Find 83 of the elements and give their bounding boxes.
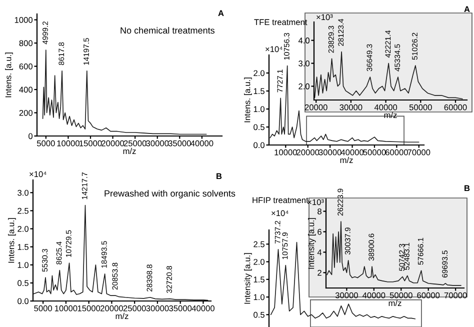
x-tick-label: 35000 bbox=[168, 140, 191, 146]
y-tick-label: 1.5 bbox=[254, 276, 264, 282]
y-tick-label: 0.5 bbox=[254, 312, 264, 318]
y-tick-label: 0.5 bbox=[18, 280, 28, 286]
x-tick-label: 35000 bbox=[169, 305, 192, 312]
y-tick-label: 4 bbox=[317, 249, 322, 256]
text: ×10³ bbox=[308, 199, 324, 206]
x-tick-label: 10000 bbox=[274, 149, 297, 156]
text: ×10⁴ bbox=[272, 210, 288, 216]
y-tick-label: 2.5 bbox=[254, 241, 264, 248]
y-tick-label: 0.5 bbox=[254, 124, 264, 130]
x-tick-label: 15000 bbox=[78, 305, 100, 312]
text: Prewashed with organic solvents bbox=[104, 190, 236, 198]
x-tick-label: 50000 bbox=[363, 149, 386, 156]
x-tick-label: 60000 bbox=[444, 104, 467, 110]
x-tick-label: 30000 bbox=[318, 149, 342, 156]
y-tick-label: 1.0 bbox=[254, 106, 265, 112]
y-tick-label: 0 bbox=[28, 133, 33, 140]
y-tick-label: 1.0 bbox=[18, 262, 29, 268]
y-tick-label: 400 bbox=[19, 86, 33, 93]
annotation: A bbox=[218, 10, 224, 16]
y-tick-label: 3.0 bbox=[18, 190, 29, 196]
x-axis-title: m/z bbox=[123, 148, 136, 154]
x-tick-label: 5000 bbox=[36, 140, 55, 146]
x-tick-label: 30000 bbox=[335, 292, 358, 298]
y-tick-label: 8 bbox=[318, 208, 322, 214]
text: ×10⁴ bbox=[266, 46, 282, 52]
x-tick-label: 40000 bbox=[340, 149, 364, 156]
y-tick-label: 0.0 bbox=[18, 298, 29, 304]
line-series bbox=[33, 204, 208, 301]
x-tick-label: 30000 bbox=[146, 140, 169, 146]
y-axis-title: Intensity [a.u.] bbox=[244, 253, 252, 304]
x-tick-label: 20000 bbox=[304, 104, 328, 110]
x-tick-label: 10000 bbox=[57, 140, 80, 146]
y-tick-label: 2.0 bbox=[254, 258, 265, 265]
y-axis-title: Intens. [a.u.] bbox=[8, 218, 16, 263]
text: No chemical treatments bbox=[120, 27, 214, 34]
y-tick-label: 2 bbox=[318, 270, 322, 276]
x-tick-label: 70000 bbox=[408, 149, 430, 156]
x-tick-label: 15000 bbox=[80, 140, 102, 146]
y-tick-label: 600 bbox=[19, 63, 33, 70]
x-tick-label: 40000 bbox=[190, 140, 214, 146]
y-tick-label: 2.0 bbox=[254, 70, 265, 76]
y-axis-title: Intens. [a.u.] bbox=[244, 78, 252, 122]
chart-title: HFIP treatment bbox=[252, 197, 308, 204]
text: ×10⁴ bbox=[30, 171, 46, 178]
y-tick-label: 800 bbox=[19, 40, 33, 46]
y-axis-title: Intensity [a.u.] bbox=[308, 218, 316, 269]
x-axis-title: m/z bbox=[388, 300, 402, 306]
y-tick-label: 1.5 bbox=[254, 88, 264, 94]
text: B bbox=[464, 185, 470, 192]
x-tick-label: 25000 bbox=[124, 140, 146, 146]
y-tick-label: 2.0 bbox=[18, 226, 29, 232]
x-tick-label: 20000 bbox=[100, 305, 123, 312]
x-tick-label: 20000 bbox=[296, 149, 320, 156]
x-tick-label: 25000 bbox=[123, 305, 146, 312]
x-tick-label: 70000 bbox=[444, 292, 467, 298]
y-tick-label: 1000 bbox=[14, 17, 33, 23]
y-axis-title: Intens. [a.u.] bbox=[5, 52, 13, 98]
x-tick-label: 40000 bbox=[374, 104, 398, 110]
x-tick-label: 50000 bbox=[390, 292, 412, 298]
y-tick-label: 6 bbox=[318, 228, 322, 235]
text: ×10³ bbox=[316, 14, 333, 20]
y-tick-label: 1.5 bbox=[18, 244, 28, 250]
x-tick-label: 30000 bbox=[340, 104, 362, 110]
y-tick-label: 200 bbox=[19, 110, 33, 116]
y-tick-label: 0.0 bbox=[254, 142, 265, 148]
x-tick-label: 40000 bbox=[362, 292, 386, 298]
x-tick-label: 60000 bbox=[386, 149, 408, 156]
text: A bbox=[464, 6, 470, 12]
x-axis-title: m/z bbox=[116, 312, 128, 320]
x-tick-label: 10000 bbox=[54, 305, 78, 312]
x-axis-title: m/z bbox=[340, 156, 353, 164]
x-tick-label: 50000 bbox=[409, 104, 432, 110]
x-tick-label: 60000 bbox=[417, 292, 440, 298]
x-tick-label: 30000 bbox=[146, 305, 169, 312]
x-tick-label: 5000 bbox=[34, 305, 52, 312]
x-tick-label: 20000 bbox=[102, 140, 124, 146]
text: B bbox=[216, 173, 222, 180]
y-tick-label: 1.0 bbox=[254, 294, 265, 300]
x-tick-label: 40000 bbox=[192, 305, 214, 312]
y-tick-label: 2.5 bbox=[18, 208, 28, 214]
line-series bbox=[326, 221, 462, 286]
